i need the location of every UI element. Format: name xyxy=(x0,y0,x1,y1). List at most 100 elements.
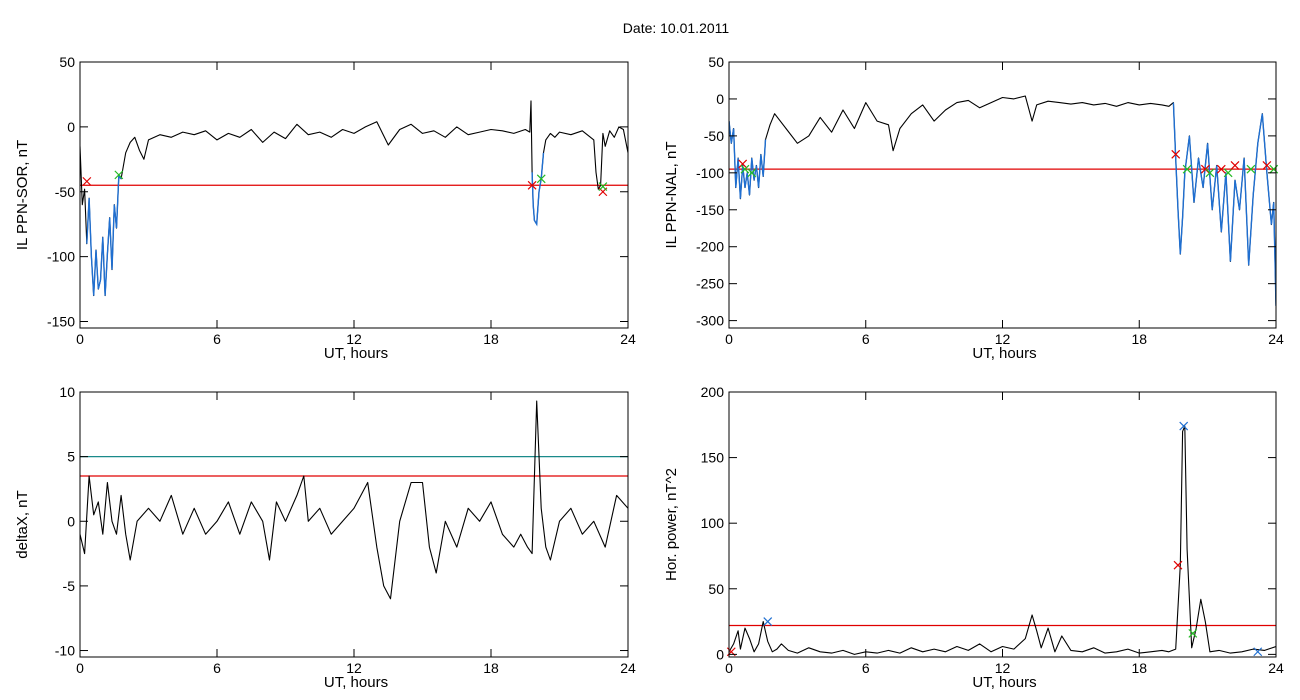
marker-stroke xyxy=(1200,164,1210,174)
y-tick-label: 200 xyxy=(701,384,725,400)
y-tick-label: -100 xyxy=(47,249,75,265)
y-tick-label: 0 xyxy=(67,119,75,135)
y-tick-label: -250 xyxy=(696,276,724,292)
series-highlight xyxy=(531,152,545,227)
panel-sor: 0 6 12 18 24 -150 -100 -50 0 50 UT, hours IL PPN-SO… xyxy=(14,54,636,362)
x-tick-label: 12 xyxy=(346,660,362,676)
x-tick-label: 12 xyxy=(995,331,1011,347)
y-axis-label: IL PPN-NAL, nT xyxy=(663,142,680,249)
marker-stroke xyxy=(740,164,750,174)
x-tick-label: 24 xyxy=(620,331,636,347)
y-tick-label: 0 xyxy=(716,646,724,662)
marker-stroke xyxy=(1216,164,1226,174)
x-tick-label: 6 xyxy=(213,660,221,676)
event-marker xyxy=(1230,161,1240,170)
plot-frame xyxy=(79,391,629,658)
y-tick-label: 50 xyxy=(708,581,724,597)
event-marker xyxy=(1246,164,1256,174)
event-marker xyxy=(1179,421,1189,431)
x-tick-label: 18 xyxy=(483,660,499,676)
y-tick-label: -150 xyxy=(47,314,75,330)
plot-frame xyxy=(79,61,629,329)
marker-stroke xyxy=(1205,168,1215,178)
event-marker xyxy=(598,182,608,191)
marker-stroke xyxy=(1253,647,1263,657)
y-tick-label: -10 xyxy=(55,643,75,659)
y-tick-label: -100 xyxy=(696,165,724,181)
y-tick-label: 50 xyxy=(708,54,724,70)
event-marker xyxy=(738,159,748,169)
marker-stroke xyxy=(82,176,92,186)
x-tick-label: 12 xyxy=(995,660,1011,676)
y-tick-label: 10 xyxy=(59,384,75,400)
marker-stroke xyxy=(763,617,773,627)
x-tick-label: 18 xyxy=(483,331,499,347)
marker-stroke xyxy=(598,182,608,191)
marker-stroke xyxy=(747,168,757,178)
y-tick-label: 50 xyxy=(59,54,75,70)
x-tick-label: 0 xyxy=(76,331,84,347)
y-tick-label: 0 xyxy=(716,91,724,107)
event-marker xyxy=(740,164,750,174)
panel-power: 0 6 12 18 24 0 50 100 150 200 UT, hours Hor. power,… xyxy=(663,384,1284,691)
marker-stroke xyxy=(114,170,124,180)
x-tick-label: 24 xyxy=(1268,660,1284,676)
y-tick-label: 0 xyxy=(67,513,75,529)
event-marker xyxy=(1200,164,1210,174)
y-axis-label: Hor. power, nT^2 xyxy=(663,468,680,581)
x-tick-label: 0 xyxy=(725,331,733,347)
x-tick-label: 0 xyxy=(76,660,84,676)
marker-stroke xyxy=(738,159,748,169)
x-tick-label: 6 xyxy=(862,331,870,347)
series-line xyxy=(80,100,628,297)
y-tick-label: 5 xyxy=(67,449,75,465)
x-tick-label: 18 xyxy=(1131,660,1147,676)
date-title: Date: 10.01.2011 xyxy=(623,20,730,36)
series-highlight xyxy=(1172,102,1276,306)
x-axis-label: UT, hours xyxy=(972,345,1036,362)
event-marker xyxy=(114,170,124,180)
y-tick-label: -5 xyxy=(63,578,76,594)
panel-deltax: 0 6 12 18 24 -10 -5 0 5 10 UT, hours deltaX, nT xyxy=(14,384,636,691)
y-axis-label: deltaX, nT xyxy=(14,490,31,558)
event-marker xyxy=(536,174,546,184)
event-marker xyxy=(1216,164,1226,174)
y-tick-label: -150 xyxy=(696,202,724,218)
x-tick-label: 12 xyxy=(346,331,362,347)
y-tick-label: -300 xyxy=(696,313,724,329)
y-tick-label: -50 xyxy=(704,128,724,144)
x-axis-label: UT, hours xyxy=(324,674,388,691)
y-tick-label: -50 xyxy=(55,184,75,200)
y-tick-label: 100 xyxy=(701,515,725,531)
marker-stroke xyxy=(1262,161,1272,170)
marker-stroke xyxy=(1230,161,1240,170)
y-tick-label: -200 xyxy=(696,239,724,255)
x-tick-label: 24 xyxy=(620,660,636,676)
event-marker xyxy=(1223,168,1233,178)
y-tick-label: 150 xyxy=(701,450,725,466)
event-marker xyxy=(1262,161,1272,170)
marker-stroke xyxy=(527,180,537,190)
series-line xyxy=(729,425,1276,655)
marker-stroke xyxy=(1171,149,1181,159)
event-marker xyxy=(1173,560,1183,570)
event-marker xyxy=(763,617,773,627)
marker-stroke xyxy=(1223,168,1233,178)
marker-stroke xyxy=(1173,560,1183,570)
event-marker xyxy=(82,176,92,186)
x-axis-label: UT, hours xyxy=(324,345,388,362)
marker-stroke xyxy=(1188,628,1198,638)
marker-stroke xyxy=(1179,421,1189,431)
x-tick-label: 18 xyxy=(1131,331,1147,347)
series-line xyxy=(80,400,628,600)
series-highlight xyxy=(86,174,122,296)
marker-stroke xyxy=(1182,164,1192,174)
event-marker xyxy=(1205,168,1215,178)
x-tick-label: 6 xyxy=(862,660,870,676)
event-marker xyxy=(1253,647,1263,657)
event-marker xyxy=(1171,149,1181,159)
event-marker xyxy=(527,180,537,190)
x-tick-label: 24 xyxy=(1268,331,1284,347)
x-tick-label: 0 xyxy=(725,660,733,676)
